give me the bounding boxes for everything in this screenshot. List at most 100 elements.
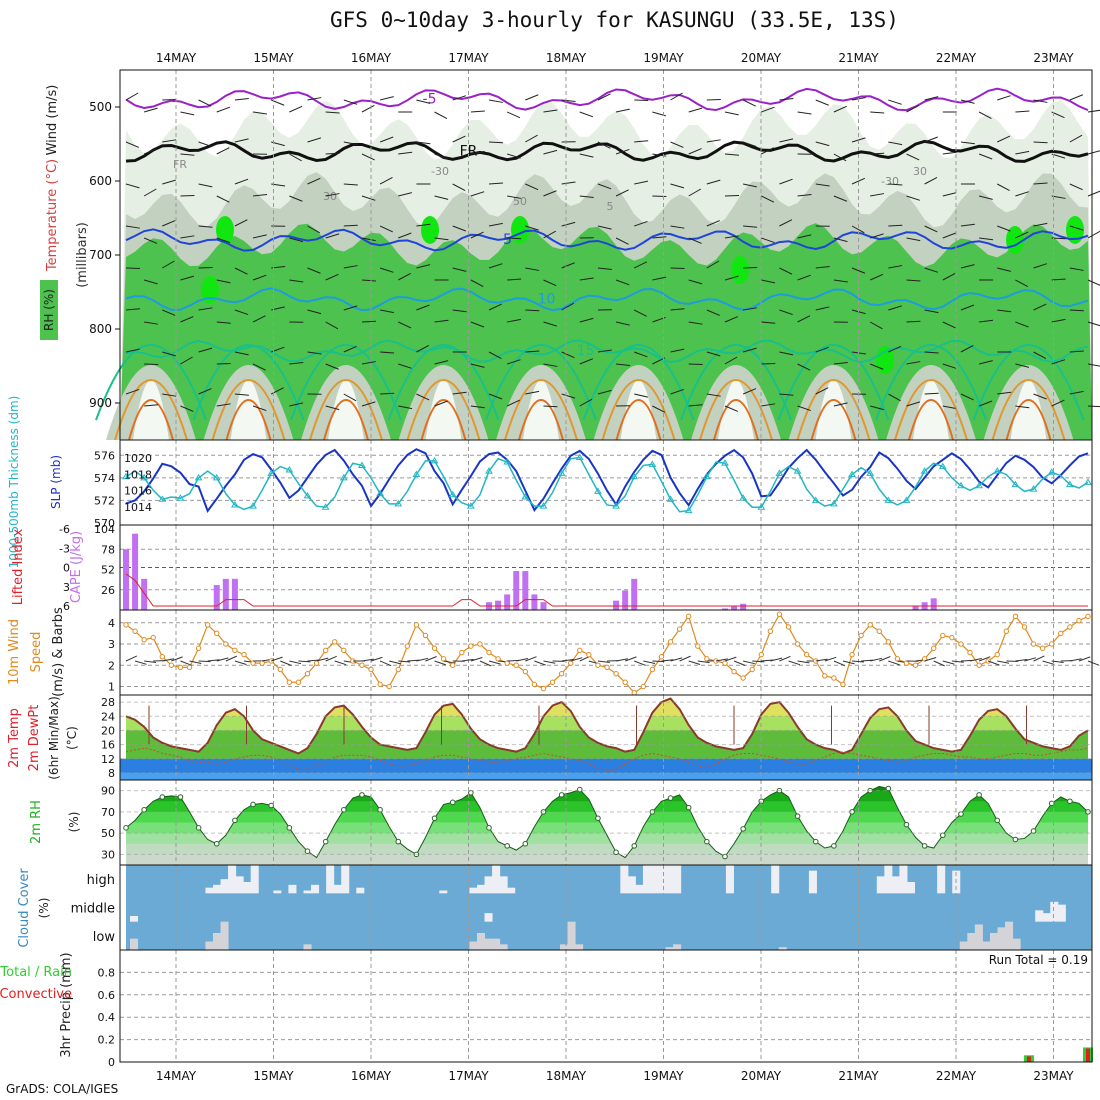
wind-barb: [1087, 279, 1100, 286]
wind-barb: [924, 392, 939, 395]
wind-barb: [615, 279, 630, 286]
wind-barb: [997, 267, 1011, 272]
wind-point-1: [132, 628, 138, 634]
isotherm-10: [125, 287, 1089, 312]
rh-high-blob-5: [1066, 216, 1084, 244]
cloud-low-bar-57: [559, 944, 569, 950]
x-tick-top-17MAY: 17MAY: [448, 51, 489, 65]
wind-barb: [706, 179, 721, 185]
wind-point-79: [840, 681, 846, 688]
temp-ytick-8: 8: [108, 767, 115, 780]
wind-barb: [325, 321, 339, 330]
precip-legend-total: Total / Rain: [0, 965, 72, 980]
wind-barb: [234, 309, 249, 316]
cape-bar-1: [132, 533, 139, 610]
cape-bar-44: [522, 571, 529, 610]
thickness-point-6: [176, 494, 185, 501]
wind-barb: [398, 272, 411, 281]
cloud-high-bar-16: [250, 865, 259, 894]
wind-barb: [252, 234, 267, 239]
wind-barb: [1087, 150, 1100, 155]
cape-bar-87: [912, 606, 919, 610]
wind-barb: [1069, 309, 1084, 312]
wind-barb: [688, 237, 702, 244]
wind-barb: [761, 403, 776, 407]
precip-ylabel: 3hr Precip (mm): [59, 952, 74, 1057]
cloud-high-bar-102: [899, 865, 908, 894]
wind-barb-10m-62: [688, 660, 701, 665]
wind-barb: [561, 393, 576, 399]
isotherm-hot-dome-0: [128, 399, 174, 441]
wind-barb: [888, 99, 902, 105]
wind-barb: [833, 105, 847, 113]
wind-barb: [978, 195, 993, 200]
wind-point-62: [685, 613, 692, 620]
wind-barb: [761, 147, 774, 155]
thickness-point-94: [975, 481, 983, 489]
x-tick-bottom-14MAY: 14MAY: [156, 1069, 197, 1083]
wind-barb: [506, 111, 521, 119]
wind-barb: [997, 309, 1012, 313]
temp-ytick-16: 16: [101, 739, 115, 752]
x-tick-bottom-22MAY: 22MAY: [936, 1069, 977, 1083]
wind-barb: [652, 357, 666, 365]
cloud-low-bar-117: [1012, 938, 1021, 950]
wind-barb: [361, 401, 376, 407]
x-tick-bottom-19MAY: 19MAY: [643, 1069, 684, 1083]
wind-barb-10m-16: [271, 656, 283, 662]
wind-barb: [833, 153, 847, 162]
cloud-low-bar-45: [469, 941, 478, 950]
wind-point-99: [1021, 624, 1028, 630]
wind-barb: [216, 403, 231, 407]
wind-barb: [906, 153, 920, 161]
wind-barb: [144, 404, 159, 407]
contour-label-2: -30: [881, 175, 899, 188]
isotherm-warm-dome-5: [601, 379, 676, 441]
wind-barb-10m-70: [761, 659, 774, 662]
wind-barb: [289, 362, 304, 365]
wind-barb: [1051, 278, 1066, 281]
wind-point-53: [604, 664, 610, 671]
wind-barb: [616, 363, 631, 366]
cloud-low-bar-10: [205, 941, 214, 950]
wind-barb: [779, 351, 794, 356]
ua-ytick-600: 600: [89, 174, 112, 188]
wind-barb: [325, 233, 340, 239]
wind-barb: [942, 272, 956, 281]
rh-point-88: [921, 843, 928, 849]
isotherm-teal-dome-4: [485, 344, 597, 421]
wind-barb: [307, 309, 322, 315]
rh-band-7: [126, 854, 1088, 865]
rh-point-68: [740, 826, 746, 832]
wind-barb-10m-9: [207, 659, 220, 662]
cloud-low-bar-111: [967, 933, 976, 950]
temp-line: [125, 697, 1089, 755]
isotherm-teal-dome-9: [972, 344, 1085, 421]
wind-barb: [633, 309, 647, 317]
wind-barb: [198, 141, 213, 148]
cloud-low-bar-46: [476, 933, 486, 950]
wind-barb-10m-28: [379, 660, 392, 667]
rh-dome-core-8: [913, 380, 949, 440]
wind-barb: [688, 107, 703, 113]
thickness-point-66: [721, 459, 729, 466]
wind-barb: [724, 316, 739, 323]
thickness-point-60: [666, 495, 675, 502]
wind-barb-10m-91: [951, 660, 964, 663]
wind-barb: [960, 393, 974, 401]
cloud-ylabel-1: Cloud Cover: [17, 868, 32, 948]
thickness-point-16: [267, 469, 276, 476]
wind-barb: [325, 152, 340, 155]
wind-barb: [670, 308, 685, 311]
thickness-point-58: [648, 460, 657, 467]
wind-barb: [652, 236, 667, 239]
wind-barb: [434, 195, 449, 200]
wind-barb: [525, 94, 539, 101]
wind-barb: [724, 356, 738, 365]
wind-barb: [1033, 222, 1048, 227]
precip-bg: [120, 950, 1092, 1062]
contour-label-4: 30: [323, 190, 337, 203]
wind-barb: [507, 318, 522, 323]
cloud-high-bar-28: [341, 865, 350, 894]
cape-ytick-26: 26: [101, 584, 115, 597]
